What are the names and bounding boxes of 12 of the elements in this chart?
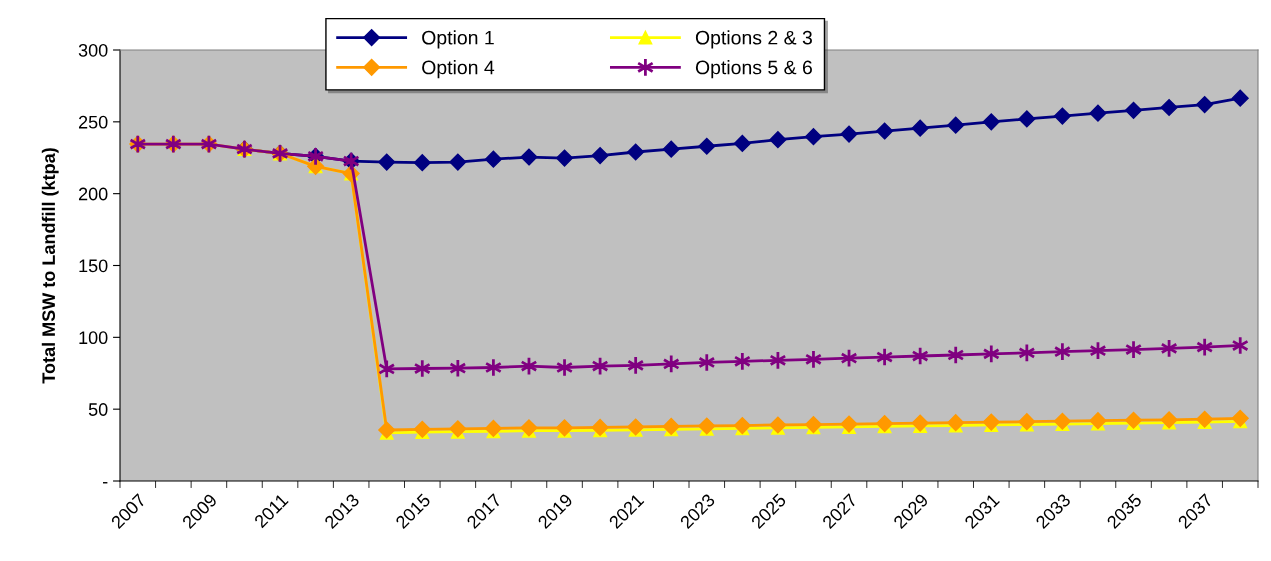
y-tick-label: 250 bbox=[78, 115, 108, 129]
y-tick-label: 300 bbox=[78, 43, 108, 57]
y-tick-label: 100 bbox=[79, 331, 108, 345]
y-axis-title: Total MSW to Landfill (ktpa) bbox=[41, 148, 59, 384]
legend-label: Option 4 bbox=[422, 60, 495, 79]
legend-label: Option 1 bbox=[422, 30, 494, 49]
y-tick-label: - bbox=[102, 482, 108, 484]
y-tick-label: 150 bbox=[79, 259, 108, 273]
legend-label: Options 5 & 6 bbox=[695, 60, 812, 79]
y-tick-label: 50 bbox=[88, 403, 108, 416]
y-tick-label: 200 bbox=[78, 187, 108, 201]
legend-label: Options 2 & 3 bbox=[695, 30, 812, 49]
